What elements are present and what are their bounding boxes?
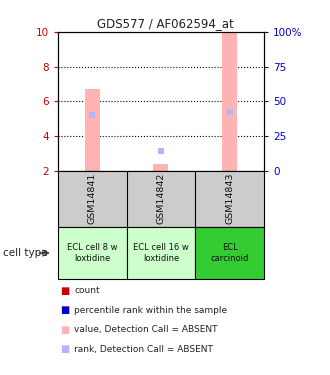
Text: ■: ■: [60, 305, 69, 315]
Text: GDS577 / AF062594_at: GDS577 / AF062594_at: [97, 17, 233, 30]
Text: ECL cell 16 w
loxtidine: ECL cell 16 w loxtidine: [133, 243, 189, 263]
Text: count: count: [74, 286, 100, 295]
Bar: [195, 227, 264, 279]
Text: ■: ■: [60, 286, 69, 296]
Text: value, Detection Call = ABSENT: value, Detection Call = ABSENT: [74, 325, 218, 334]
Text: GSM14843: GSM14843: [225, 173, 234, 225]
Text: percentile rank within the sample: percentile rank within the sample: [74, 306, 227, 315]
Text: GSM14841: GSM14841: [88, 173, 97, 224]
Bar: [126, 227, 195, 279]
Bar: [222, 32, 237, 171]
Bar: [84, 89, 100, 171]
Text: ECL
carcinoid: ECL carcinoid: [211, 243, 249, 263]
Point: [158, 148, 164, 154]
Text: rank, Detection Call = ABSENT: rank, Detection Call = ABSENT: [74, 345, 213, 354]
Point: [227, 109, 232, 115]
Point: [89, 112, 95, 118]
Text: GSM14842: GSM14842: [156, 173, 165, 224]
Text: ECL cell 8 w
loxtidine: ECL cell 8 w loxtidine: [67, 243, 117, 263]
Text: cell type: cell type: [3, 248, 48, 258]
Text: ■: ■: [60, 325, 69, 334]
Bar: [58, 227, 126, 279]
Bar: [153, 164, 168, 171]
Text: ■: ■: [60, 344, 69, 354]
